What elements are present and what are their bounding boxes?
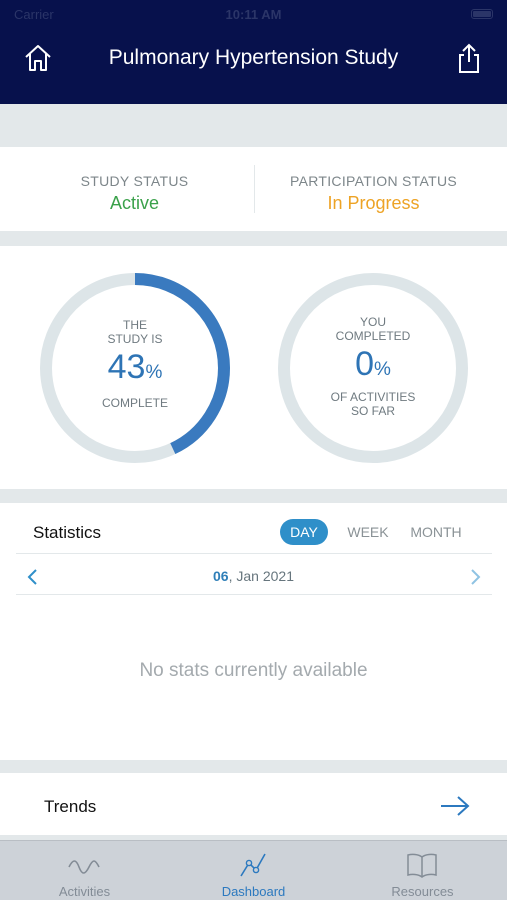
tab-bar: Activities Dashboard Resources [0, 840, 507, 900]
study-progress-caption: COMPLETE [101, 396, 168, 410]
study-progress-percent: 43 [107, 348, 146, 386]
chevron-right-icon [471, 569, 481, 585]
battery-icon [471, 9, 493, 19]
current-date: 06, Jan 2021 [0, 568, 507, 584]
carrier-label: Carrier [14, 7, 54, 22]
study-progress-arc [40, 273, 230, 463]
study-progress-line2: STUDY IS [107, 332, 163, 346]
tab-activities[interactable]: Activities [0, 841, 169, 900]
tab-day[interactable]: DAY [280, 519, 328, 545]
share-button[interactable] [453, 42, 485, 74]
statistics-divider-bottom [16, 594, 492, 595]
home-button[interactable] [22, 42, 54, 74]
statistics-divider-top [16, 553, 492, 554]
study-progress-unit: % [145, 362, 163, 383]
current-date-day: 06 [213, 568, 229, 584]
participation-status-label: PARTICIPATION STATUS [289, 173, 457, 189]
study-progress-line1: THE [123, 318, 147, 332]
activity-progress-percent: 0 [355, 345, 374, 383]
previous-date-button[interactable] [26, 568, 40, 586]
statistics-card: Statistics DAY WEEK MONTH 06, Jan 2021 N… [0, 503, 507, 760]
chevron-left-icon [27, 569, 37, 585]
share-icon [459, 43, 479, 73]
study-progress-ring: THE STUDY IS 43% COMPLETE [39, 272, 231, 464]
empty-stats-message: No stats currently available [139, 660, 368, 681]
next-date-button[interactable] [468, 568, 482, 586]
participation-status: PARTICIPATION STATUS In Progress [247, 173, 500, 214]
trends-row[interactable]: Trends [0, 773, 507, 835]
activities-wave-icon [68, 860, 100, 874]
study-status-label: STUDY STATUS [80, 173, 189, 189]
progress-card: THE STUDY IS 43% COMPLETE YOU COMPLETED … [0, 246, 507, 489]
tab-activities-label: Activities [58, 884, 111, 899]
date-navigator: 06, Jan 2021 [0, 560, 507, 594]
activity-progress-caption2: SO FAR [350, 404, 395, 418]
activity-progress-line2: COMPLETED [335, 329, 411, 343]
trends-title: Trends [44, 797, 97, 816]
study-progress-value: 43% [39, 348, 231, 387]
status-card: STUDY STATUS Active PARTICIPATION STATUS… [0, 147, 507, 231]
arrow-right-icon [441, 796, 470, 816]
tab-month[interactable]: MONTH [410, 524, 462, 540]
activity-progress-caption1: OF ACTIVITIES [330, 390, 416, 404]
tab-dashboard-label: Dashboard [221, 884, 286, 899]
activity-progress-value: 0% [277, 345, 469, 384]
study-status: STUDY STATUS Active [8, 173, 261, 214]
tab-dashboard[interactable]: Dashboard [169, 841, 338, 900]
statistics-title: Statistics [33, 523, 102, 542]
tab-resources[interactable]: Resources [338, 841, 507, 900]
current-date-rest: , Jan 2021 [228, 568, 294, 584]
book-icon [407, 853, 437, 878]
dashboard-graph-icon [240, 853, 266, 877]
tab-resources-label: Resources [391, 884, 454, 899]
activity-progress-ring: YOU COMPLETED 0% OF ACTIVITIES SO FAR [277, 272, 469, 464]
status-divider [254, 165, 255, 213]
status-bar: Carrier 10:11 AM [0, 0, 507, 30]
trends-arrow-button[interactable] [440, 795, 470, 817]
page-title: Pulmonary Hypertension Study [108, 46, 399, 69]
activity-progress-unit: % [374, 359, 391, 380]
clock-label: 10:11 AM [225, 7, 282, 22]
participation-status-value: In Progress [327, 193, 420, 213]
navigation-bar: Pulmonary Hypertension Study [0, 30, 507, 104]
study-status-value: Active [109, 193, 160, 213]
home-icon [25, 45, 51, 71]
tab-week[interactable]: WEEK [347, 524, 389, 540]
activity-progress-line1: YOU [359, 315, 386, 329]
